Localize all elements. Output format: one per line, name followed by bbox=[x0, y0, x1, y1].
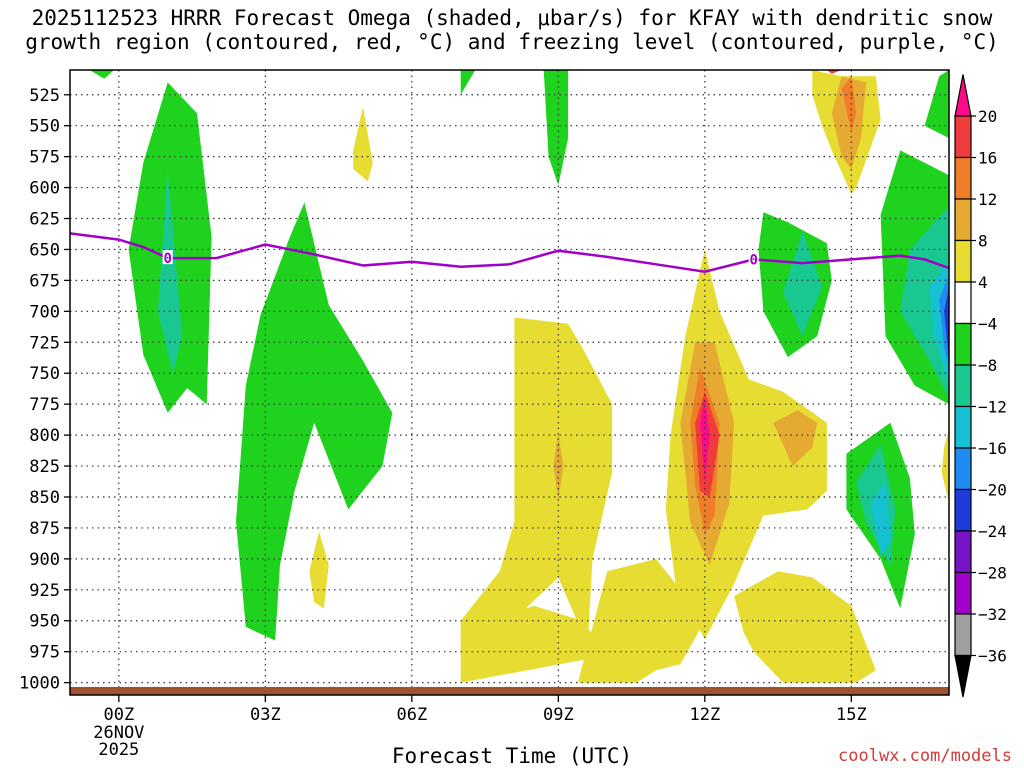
y-tick-label-525: 525 bbox=[29, 86, 60, 106]
colorbar-label-10: −24 bbox=[978, 522, 1007, 541]
omega-region-12 bbox=[939, 274, 949, 367]
x-tick-label-00Z: 00Z bbox=[103, 705, 134, 725]
x-tick-label-15Z: 15Z bbox=[836, 705, 867, 725]
colorbar-bin-4 bbox=[954, 239, 972, 283]
x-tick-year: 2025 bbox=[98, 740, 139, 760]
omega-region-28 bbox=[734, 571, 876, 683]
colorbar-label-11: −28 bbox=[978, 564, 1007, 583]
y-tick-label-550: 550 bbox=[29, 117, 60, 137]
x-tick-label-03Z: 03Z bbox=[250, 705, 281, 725]
colorbar-bin-0 bbox=[954, 74, 972, 117]
colorbar-bin-8 bbox=[954, 405, 972, 449]
omega-region-20 bbox=[460, 605, 608, 683]
omega-region-18 bbox=[460, 317, 613, 646]
omega-region-34 bbox=[309, 531, 329, 609]
colorbar-bin-3 bbox=[954, 198, 972, 242]
x-tick-label-06Z: 06Z bbox=[396, 705, 427, 725]
colorbar-bin-6 bbox=[954, 322, 972, 366]
y-tick-label-975: 975 bbox=[29, 643, 60, 663]
omega-region-31 bbox=[841, 76, 857, 132]
x-tick-label-12Z: 12Z bbox=[689, 705, 720, 725]
omega-region-33 bbox=[353, 107, 373, 182]
omega-region-7 bbox=[783, 230, 822, 337]
omega-region-26 bbox=[700, 398, 710, 483]
omega-region-5 bbox=[543, 70, 569, 186]
colorbar-label-3: 8 bbox=[978, 232, 988, 251]
terrain-strip bbox=[70, 687, 949, 695]
y-tick-label-700: 700 bbox=[29, 302, 60, 322]
colorbar-bin-9 bbox=[954, 447, 972, 491]
omega-region-10 bbox=[900, 206, 949, 398]
colorbar-label-1: 16 bbox=[978, 149, 997, 168]
omega-region-17 bbox=[870, 482, 891, 557]
chart-title-line2: growth region (contoured, red, °C) and f… bbox=[25, 30, 999, 54]
colorbar-bin-11 bbox=[954, 530, 972, 574]
x-tick-label-09Z: 09Z bbox=[543, 705, 574, 725]
omega-region-8 bbox=[924, 70, 949, 139]
omega-region-3 bbox=[236, 202, 393, 641]
freezing-level-label-1: 0 bbox=[749, 252, 757, 268]
omega-region-30 bbox=[831, 76, 866, 169]
omega-region-2 bbox=[89, 70, 114, 79]
colorbar-label-9: −20 bbox=[978, 481, 1007, 500]
y-tick-label-775: 775 bbox=[29, 395, 60, 415]
omega-region-4 bbox=[460, 70, 476, 95]
y-tick-label-600: 600 bbox=[29, 179, 60, 199]
chart-title-line1: 2025112523 HRRR Forecast Omega (shaded, … bbox=[31, 6, 993, 30]
colorbar-label-7: −12 bbox=[978, 398, 1007, 417]
y-tick-label-650: 650 bbox=[29, 240, 60, 260]
grid-lines bbox=[70, 70, 949, 695]
omega-region-1 bbox=[157, 169, 183, 374]
colorbar-label-6: −8 bbox=[978, 356, 997, 375]
freezing-level-label-bg-1 bbox=[748, 251, 759, 266]
y-tick-label-725: 725 bbox=[29, 333, 60, 353]
colorbar: 20 16 12 8 4 −4 −8 −12 −16 −20 −24 −28 −32 −36 bbox=[954, 74, 1007, 698]
colorbar-label-8: −16 bbox=[978, 439, 1007, 458]
plot-frame bbox=[69, 69, 950, 696]
colorbar-bin-1 bbox=[954, 115, 972, 159]
y-tick-label-875: 875 bbox=[29, 519, 60, 539]
colorbar-label-0: 20 bbox=[978, 107, 997, 126]
colorbar-bin-12 bbox=[954, 571, 972, 615]
colorbar-label-2: 12 bbox=[978, 190, 997, 209]
x-axis-label: Forecast Time (UTC) bbox=[391, 744, 633, 768]
colorbar-label-12: −32 bbox=[978, 605, 1007, 624]
freezing-level-line bbox=[69, 232, 950, 273]
colorbar-bin-13 bbox=[954, 613, 972, 657]
credit-link[interactable]: coolwx.com/models bbox=[838, 746, 1012, 766]
y-tick-label-825: 825 bbox=[29, 457, 60, 477]
freezing-level-label-0: 0 bbox=[163, 251, 171, 267]
y-tick-label-575: 575 bbox=[29, 148, 60, 168]
freezing-level-label-bg-0 bbox=[162, 250, 173, 265]
y-axis: 525 550 575 600 625 650 675 700 725 750 775 800 825 8… bbox=[19, 86, 70, 694]
y-tick-label-675: 675 bbox=[29, 271, 60, 291]
y-tick-label-850: 850 bbox=[29, 488, 60, 508]
y-tick-label-950: 950 bbox=[29, 612, 60, 632]
colorbar-label-5: −4 bbox=[978, 315, 997, 334]
colorbar-bin-5 bbox=[954, 281, 972, 325]
colorbar-bin-14 bbox=[954, 654, 972, 698]
y-tick-label-625: 625 bbox=[29, 210, 60, 230]
omega-region-32 bbox=[826, 70, 842, 74]
y-tick-label-800: 800 bbox=[29, 426, 60, 446]
omega-region-27 bbox=[773, 410, 818, 466]
colorbar-bin-7 bbox=[954, 364, 972, 408]
colorbar-label-13: −36 bbox=[978, 647, 1007, 666]
y-tick-label-1000: 1000 bbox=[19, 674, 60, 694]
y-tick-label-750: 750 bbox=[29, 364, 60, 384]
omega-shading bbox=[89, 70, 949, 683]
colorbar-bin-2 bbox=[954, 156, 972, 200]
colorbar-label-4: 4 bbox=[978, 273, 988, 292]
x-tick-date: 26NOV bbox=[93, 723, 144, 743]
y-tick-label-900: 900 bbox=[29, 550, 60, 570]
y-tick-label-925: 925 bbox=[29, 581, 60, 601]
colorbar-bin-10 bbox=[954, 488, 972, 532]
